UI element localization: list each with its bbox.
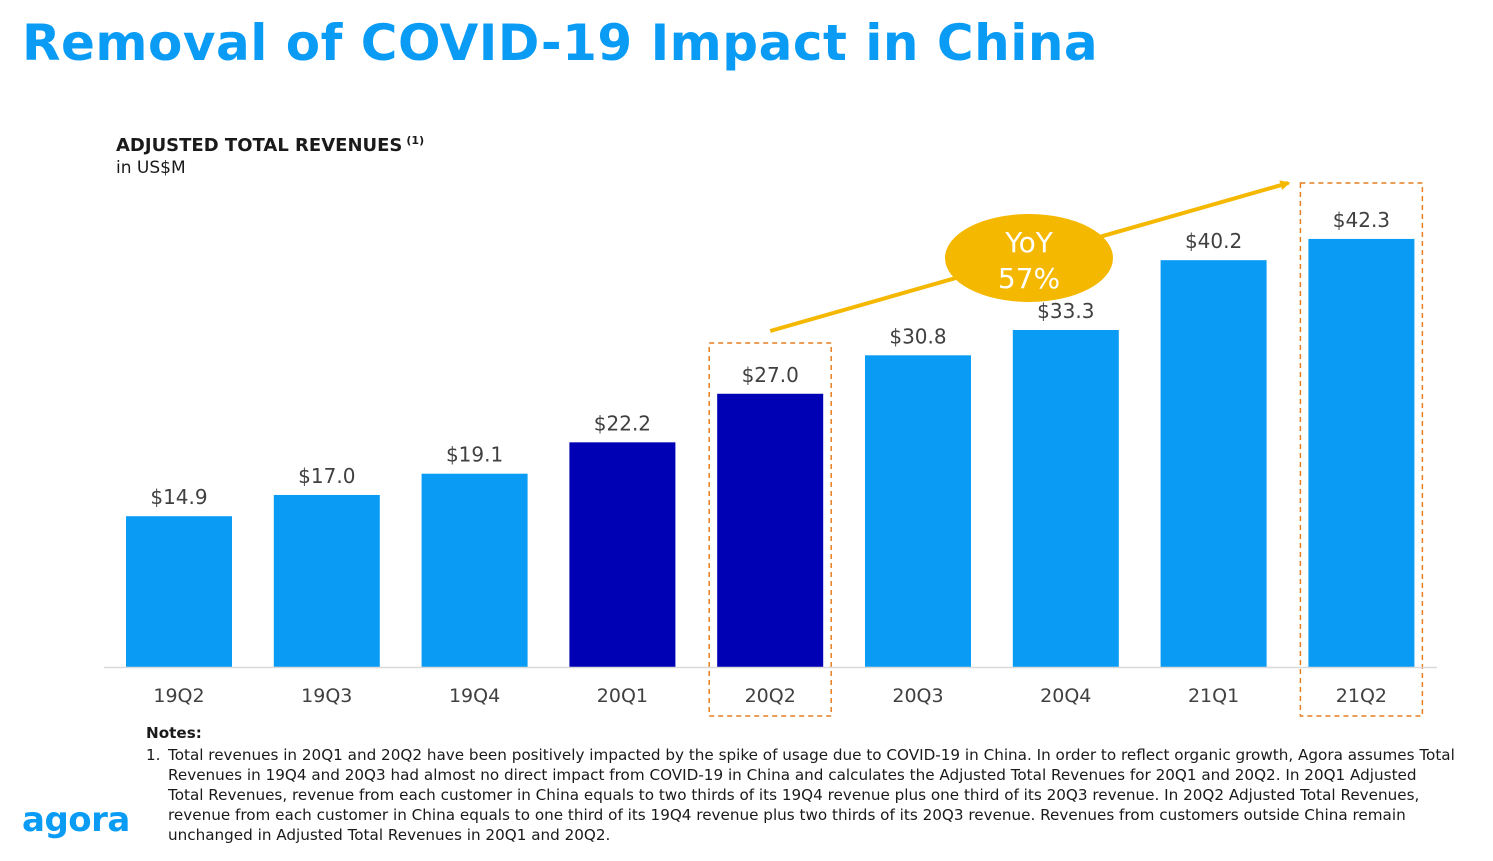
bar-19Q2 <box>126 516 232 667</box>
category-label-20Q4: 20Q4 <box>1040 685 1091 707</box>
value-label-21Q1: $40.2 <box>1185 229 1242 253</box>
notes-section: Notes: 1. Total revenues in 20Q1 and 20Q… <box>146 723 1456 845</box>
bar-21Q2 <box>1308 238 1415 667</box>
category-label-21Q1: 21Q1 <box>1188 685 1239 707</box>
bar-21Q1 <box>1160 260 1267 667</box>
category-label-20Q2: 20Q2 <box>745 685 796 707</box>
value-label-20Q3: $30.8 <box>889 324 946 348</box>
bar-19Q4 <box>421 473 528 667</box>
note-number: 1. <box>146 746 161 764</box>
value-label-19Q4: $19.1 <box>446 443 503 467</box>
value-label-19Q3: $17.0 <box>298 464 355 488</box>
yoy-badge <box>945 214 1113 302</box>
chart-title: ADJUSTED TOTAL REVENUES (1) <box>116 134 424 156</box>
bar-20Q2 <box>717 393 824 667</box>
slide-title: Removal of COVID-19 Impact in China <box>22 14 1099 72</box>
category-label-20Q3: 20Q3 <box>892 685 943 707</box>
value-label-20Q2: $27.0 <box>742 363 799 387</box>
note-item: 1. Total revenues in 20Q1 and 20Q2 have … <box>146 745 1456 845</box>
highlight-box-21Q2 <box>1299 182 1424 717</box>
yoy-label-line1: YoY <box>1004 226 1054 259</box>
value-label-21Q2: $42.3 <box>1333 208 1390 232</box>
value-label-19Q2: $14.9 <box>150 485 207 509</box>
agora-logo: agora <box>22 800 130 840</box>
value-label-20Q1: $22.2 <box>594 411 651 435</box>
chart-title-footnote: (1) <box>406 134 425 147</box>
bar-20Q1 <box>569 442 676 667</box>
value-label-20Q4: $33.3 <box>1037 299 1094 323</box>
yoy-label-line2: 57% <box>998 262 1060 295</box>
category-label-21Q2: 21Q2 <box>1336 685 1387 707</box>
chart-title-text: ADJUSTED TOTAL REVENUES <box>116 135 403 156</box>
highlight-box-20Q2 <box>708 342 832 717</box>
bar-20Q3 <box>865 355 971 667</box>
category-label-20Q1: 20Q1 <box>597 685 648 707</box>
note-text: Total revenues in 20Q1 and 20Q2 have bee… <box>168 746 1455 844</box>
chart-subtitle: in US$M <box>116 158 186 178</box>
category-label-19Q4: 19Q4 <box>449 685 500 707</box>
notes-heading: Notes: <box>146 724 202 742</box>
category-label-19Q2: 19Q2 <box>153 685 204 707</box>
category-label-19Q3: 19Q3 <box>301 685 352 707</box>
bar-20Q4 <box>1012 330 1119 667</box>
bar-19Q3 <box>273 494 380 667</box>
bars-layer: $14.9 19Q2 $17.0 19Q3 $19.1 19Q4 $22.2 20Q1 $27.… <box>126 182 1424 717</box>
